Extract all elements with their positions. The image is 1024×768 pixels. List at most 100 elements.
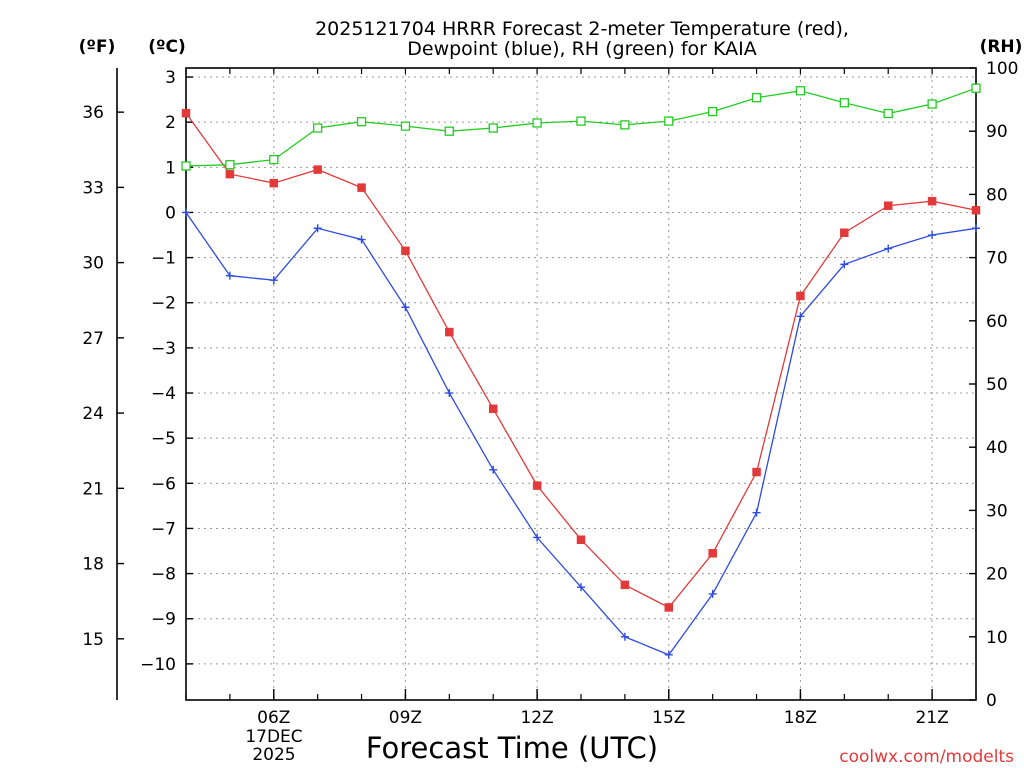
celsius-tick-label: 0 (165, 203, 176, 223)
x-tick-label: 06Z (257, 708, 290, 728)
dewpoint-point (620, 632, 629, 641)
plot-frame (185, 67, 977, 701)
dewpoint-point (489, 465, 498, 474)
dewpoint-point (182, 208, 190, 217)
rh-tick-label: 40 (986, 438, 1008, 458)
rh-point (225, 160, 235, 170)
rh-point (664, 116, 674, 126)
x-tick-label: 09Z (389, 708, 422, 728)
temperature-point (927, 196, 937, 206)
temperature-point (620, 580, 630, 590)
dewpoint-point (752, 508, 761, 517)
celsius-tick-label: −7 (151, 519, 176, 539)
chart-title-line-1: 2025121704 HRRR Forecast 2-meter Tempera… (315, 18, 849, 40)
fahrenheit-tick-label: 36 (82, 103, 104, 123)
fahrenheit-tick-label: 30 (82, 254, 104, 274)
dewpoint-point (884, 244, 893, 253)
rh-point (620, 120, 630, 130)
celsius-tick-label: −6 (151, 474, 176, 494)
dewpoint-point (708, 589, 717, 598)
date-label-day: 17DEC (245, 727, 302, 747)
temperature-point (401, 246, 410, 256)
temperature-point (181, 108, 191, 118)
temperature-point (313, 165, 322, 174)
rh-point (576, 116, 586, 126)
date-label-year: 2025 (252, 745, 295, 765)
celsius-tick-label: −4 (151, 384, 176, 404)
rh-tick-label: 10 (986, 628, 1008, 648)
dewpoint-point (445, 389, 454, 398)
celsius-tick-label: −8 (151, 565, 176, 585)
rh-point (356, 117, 367, 127)
celsius-tick-label: −3 (151, 339, 176, 359)
temperature-point (883, 201, 893, 210)
dewpoint-point (533, 533, 542, 542)
celsius-tick-label: −5 (151, 429, 176, 449)
rh-tick-label: 90 (986, 122, 1008, 142)
temperature-point (796, 291, 805, 301)
rh-point (708, 106, 718, 117)
rh-point (488, 123, 498, 133)
fahrenheit-tick-label: 24 (82, 404, 104, 424)
temperature-point (840, 228, 849, 238)
credit-label: coolwx.com/modelts (839, 747, 1014, 767)
rh-tick-label: 80 (986, 185, 1008, 205)
dewpoint-point (972, 224, 980, 233)
celsius-tick-label: 3 (165, 68, 176, 88)
celsius-tick-label: 1 (165, 158, 176, 178)
chart-title-line-2: Dewpoint (blue), RH (green) for KAIA (407, 38, 757, 60)
rh-tick-label: 30 (986, 501, 1008, 521)
x-tick-label: 18Z (784, 708, 817, 728)
data-series (181, 83, 981, 659)
rh-point (400, 121, 411, 131)
x-tick-label: 21Z (915, 708, 948, 728)
dewpoint-point (357, 235, 366, 244)
dewpoint-point (796, 312, 805, 321)
fahrenheit-tick-label: 21 (82, 479, 104, 499)
rh-line (185, 87, 977, 167)
temperature-point (445, 327, 454, 337)
fahrenheit-tick-label: 18 (82, 555, 104, 575)
rh-tick-label: 0 (986, 691, 997, 711)
fahrenheit-unit-label: (ºF) (79, 37, 116, 57)
rh-unit-label: (RH) (980, 37, 1023, 57)
temperature-point (357, 183, 366, 192)
grid-lines (186, 68, 976, 700)
rh-point (532, 118, 542, 128)
fahrenheit-tick-label: 33 (82, 178, 104, 198)
dewpoint-point (928, 231, 937, 240)
temperature-point (664, 603, 674, 612)
celsius-tick-label: −9 (151, 610, 176, 630)
celsius-unit-label: (ºC) (148, 37, 186, 57)
celsius-tick-label: −1 (151, 249, 176, 269)
rh-tick-label: 20 (986, 565, 1008, 585)
rh-point (971, 83, 981, 93)
dewpoint-point (840, 260, 849, 269)
x-tick-label: 12Z (520, 708, 553, 728)
rh-tick-label: 100 (986, 59, 1018, 79)
rh-point (795, 86, 806, 96)
rh-point (181, 161, 191, 171)
fahrenheit-tick-label: 27 (82, 329, 104, 349)
celsius-tick-label: −2 (151, 294, 176, 314)
rh-point (883, 108, 893, 119)
rh-tick-label: 50 (986, 375, 1008, 395)
temperature-point (752, 467, 761, 477)
dewpoint-point (269, 276, 278, 285)
rh-tick-label: 60 (986, 312, 1008, 332)
temperature-point (708, 549, 717, 558)
temperature-point (269, 178, 279, 188)
rh-point (927, 99, 937, 109)
rh-point (839, 98, 849, 108)
rh-point (444, 126, 454, 136)
temperature-line (185, 112, 977, 609)
temperature-point (532, 481, 542, 490)
celsius-tick-label: 2 (165, 113, 176, 133)
dewpoint-point (577, 583, 585, 592)
dewpoint-point (401, 303, 410, 312)
temperature-point (488, 404, 498, 414)
dewpoint-point (225, 271, 234, 280)
dewpoint-point (664, 650, 673, 659)
temperature-point (576, 535, 586, 544)
rh-point (313, 123, 323, 133)
